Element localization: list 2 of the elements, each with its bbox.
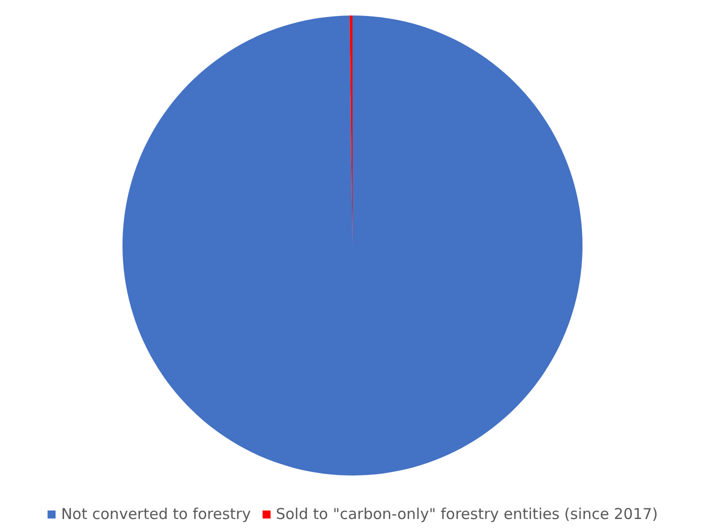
legend-label: Not converted to forestry <box>61 505 251 523</box>
legend-label: Sold to "carbon-only" forestry entities (since 2017) <box>276 505 658 523</box>
